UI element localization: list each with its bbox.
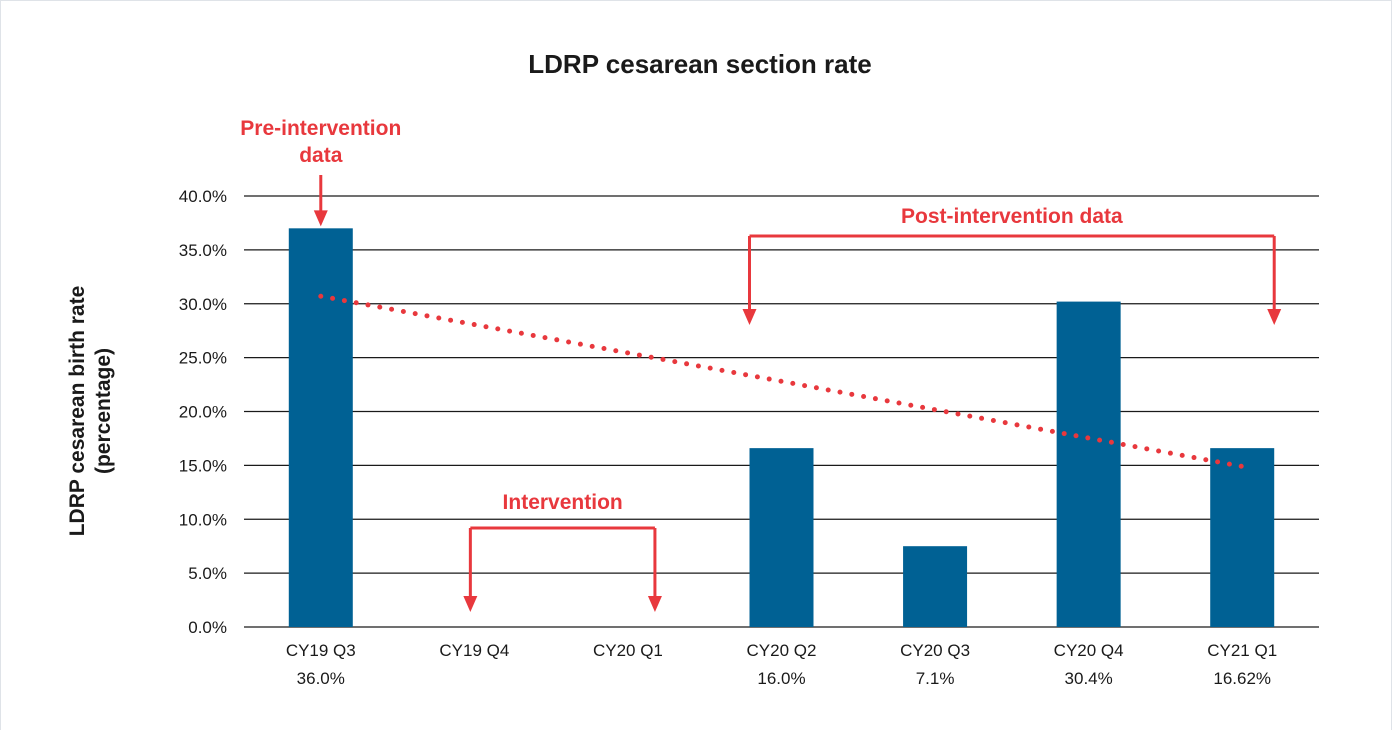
value-label: 36.0% <box>297 669 345 688</box>
post-intervention-arrow-left-head <box>742 309 757 325</box>
y-tick-label: 0.0% <box>188 618 227 637</box>
x-tick-label: CY20 Q1 <box>593 641 663 660</box>
y-tick-label: 15.0% <box>179 456 227 475</box>
value-label: 16.0% <box>757 669 805 688</box>
y-tick-label: 10.0% <box>179 510 227 529</box>
y-tick-label: 35.0% <box>179 241 227 260</box>
chart-title: LDRP cesarean section rate <box>528 49 871 79</box>
y-axis-ticks: 0.0% 5.0% 10.0% 15.0% 20.0% 25.0% 30.0% 35.0% 40… <box>179 187 227 637</box>
y-tick-label: 20.0% <box>179 403 227 422</box>
y-axis-label-line-1: LDRP cesarean birth rate <box>66 286 89 537</box>
bar <box>903 546 968 627</box>
x-axis-ticks: CY19 Q3 36.0% CY19 Q4 CY20 Q1 CY20 Q2 16.0% CY… <box>286 641 1277 688</box>
post-intervention-arrow-right-head <box>1267 309 1282 325</box>
intervention-label: Intervention <box>503 491 623 514</box>
x-tick-label: CY20 Q4 <box>1054 641 1124 660</box>
y-tick-label: 5.0% <box>188 564 227 583</box>
y-tick-label: 25.0% <box>179 349 227 368</box>
bar <box>1210 448 1275 627</box>
trendline <box>318 293 1245 469</box>
pre-intervention-label: data <box>299 144 343 167</box>
pre-intervention-arrow-head <box>313 210 328 227</box>
y-axis-label-line-2: (percentage) <box>92 348 115 474</box>
x-tick-label: CY21 Q1 <box>1207 641 1277 660</box>
intervention-arrow-right-head <box>647 596 662 612</box>
bars <box>288 228 1275 627</box>
x-tick-label: CY19 Q3 <box>286 641 356 660</box>
trendline-layer <box>318 293 1245 469</box>
value-label: 16.62% <box>1213 669 1271 688</box>
value-label: 7.1% <box>916 669 955 688</box>
x-tick-label: CY20 Q3 <box>900 641 970 660</box>
pre-intervention-label: Pre-intervention <box>240 117 401 140</box>
bar <box>288 228 353 627</box>
y-tick-label: 40.0% <box>179 187 227 206</box>
gridlines <box>244 195 1319 628</box>
intervention-arrow-left-head <box>463 596 478 612</box>
bar <box>1056 301 1121 627</box>
x-tick-label: CY19 Q4 <box>439 641 509 660</box>
post-intervention-label: Post-intervention data <box>901 205 1123 228</box>
x-tick-label: CY20 Q2 <box>747 641 817 660</box>
value-label: 30.4% <box>1065 669 1113 688</box>
y-tick-label: 30.0% <box>179 295 227 314</box>
annotations: Pre-intervention data Intervention Post-int… <box>240 117 1282 612</box>
bar <box>749 448 814 627</box>
